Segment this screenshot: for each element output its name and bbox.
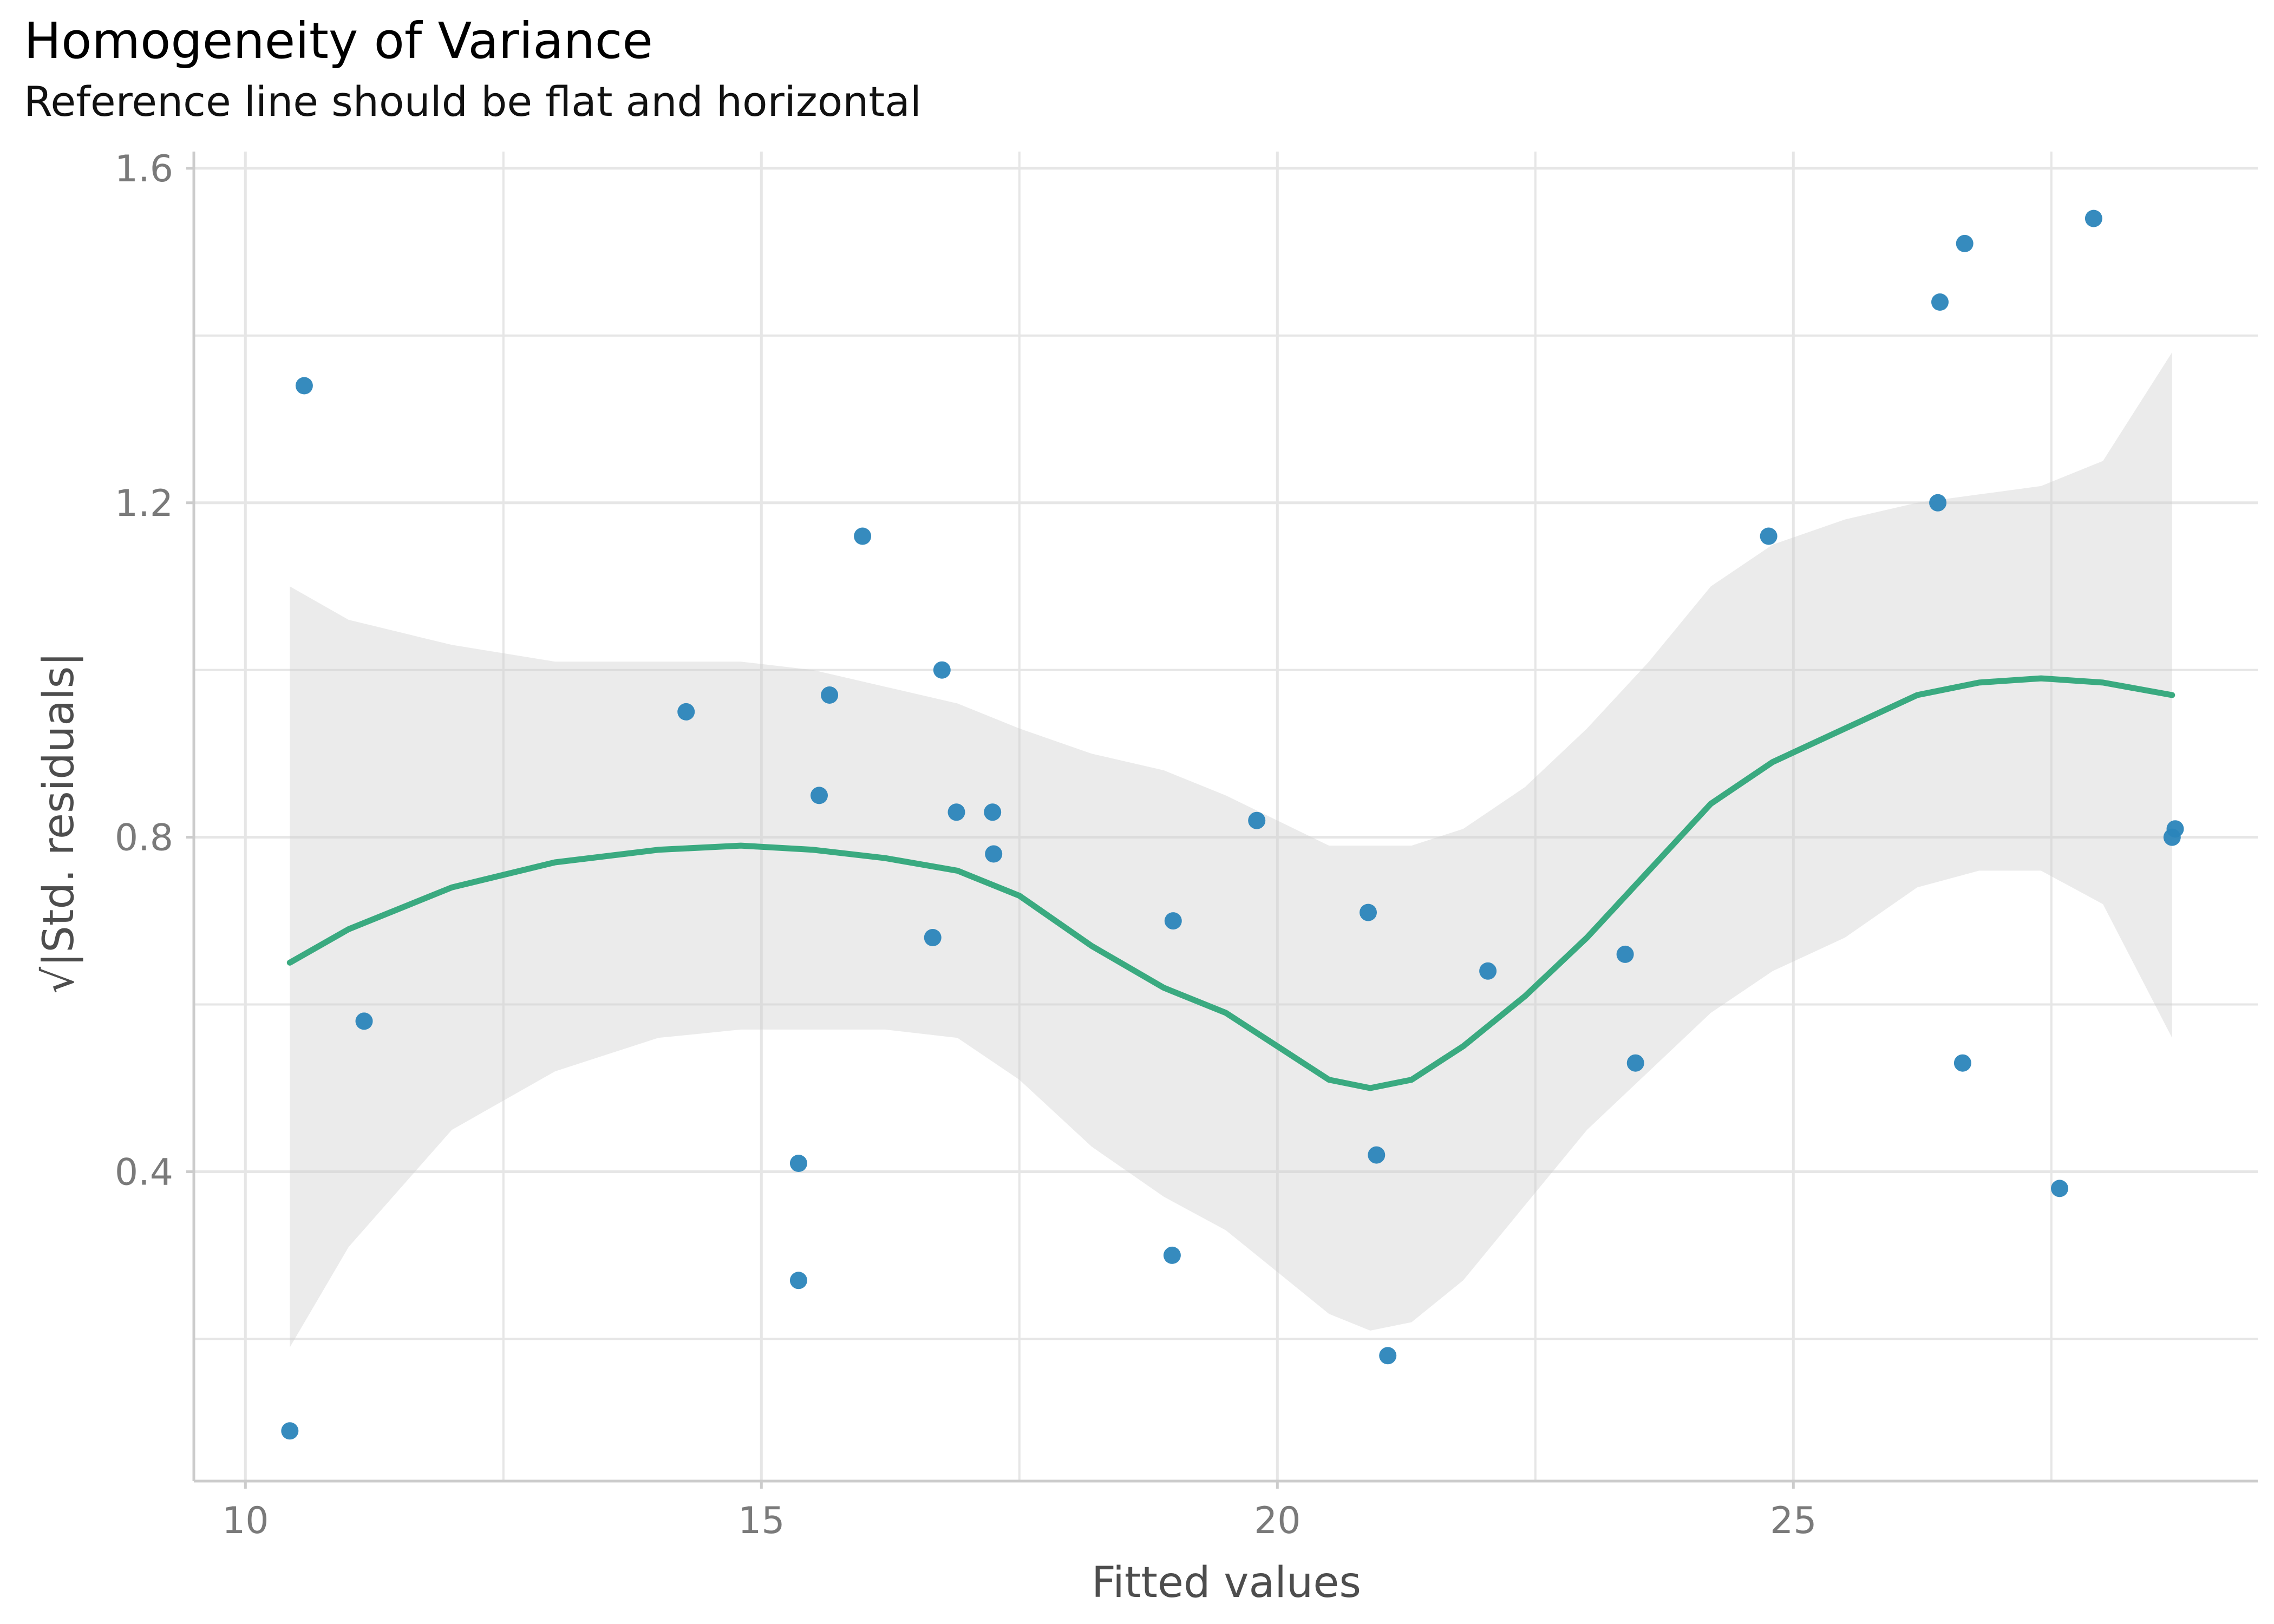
data-point [948, 803, 965, 821]
grid-lines [194, 152, 2258, 1481]
data-point [1164, 912, 1182, 930]
data-point [1379, 1347, 1397, 1365]
data-point [933, 661, 951, 679]
data-point [295, 377, 313, 395]
data-point [1616, 945, 1634, 963]
data-point [1626, 1054, 1644, 1072]
x-tick-label: 25 [1770, 1499, 1817, 1542]
data-point [1248, 811, 1266, 829]
chart-title: Homogeneity of Variance [24, 12, 653, 70]
data-point [1479, 962, 1497, 980]
y-tick-label: 1.6 [115, 148, 173, 191]
confidence-ribbon [290, 352, 2172, 1347]
chart-subtitle: Reference line should be flat and horizo… [24, 77, 922, 126]
y-tick-label: 0.4 [115, 1151, 173, 1194]
data-point [985, 845, 1003, 863]
data-point [854, 527, 872, 545]
data-point [1760, 527, 1778, 545]
data-point [2166, 820, 2184, 838]
y-tick-label: 0.8 [115, 817, 173, 860]
x-tick-label: 15 [738, 1499, 785, 1542]
data-point [1929, 494, 1947, 512]
data-point [1953, 1054, 1971, 1072]
confidence-band [290, 352, 2172, 1347]
data-point [2051, 1180, 2068, 1197]
x-axis-title: Fitted values [1092, 1558, 1361, 1607]
data-point [677, 703, 695, 721]
data-point [811, 787, 828, 804]
data-point [355, 1012, 373, 1030]
data-point [984, 803, 1002, 821]
data-point [789, 1155, 807, 1172]
x-tick-label: 20 [1254, 1499, 1301, 1542]
data-point [2084, 209, 2102, 227]
data-point [1163, 1246, 1181, 1264]
data-point [1931, 293, 1949, 311]
data-point [789, 1272, 807, 1289]
y-tick-label: 1.2 [115, 482, 173, 525]
scatter-points [281, 209, 2184, 1440]
smooth-line-layer [286, 675, 2175, 1091]
y-axis-title: √|Std. residuals| [35, 652, 83, 993]
data-point [1368, 1146, 1386, 1164]
data-point [821, 686, 839, 704]
data-point [281, 1422, 299, 1440]
axes [186, 152, 2258, 1489]
smooth-line [286, 675, 2175, 1091]
data-point [1956, 234, 1974, 252]
data-point [924, 929, 942, 946]
x-tick-label: 10 [222, 1499, 269, 1542]
data-point [1360, 903, 1377, 921]
tick-labels: 10 15 20 25 0.4 0.8 1.2 1.6 [115, 148, 1817, 1542]
